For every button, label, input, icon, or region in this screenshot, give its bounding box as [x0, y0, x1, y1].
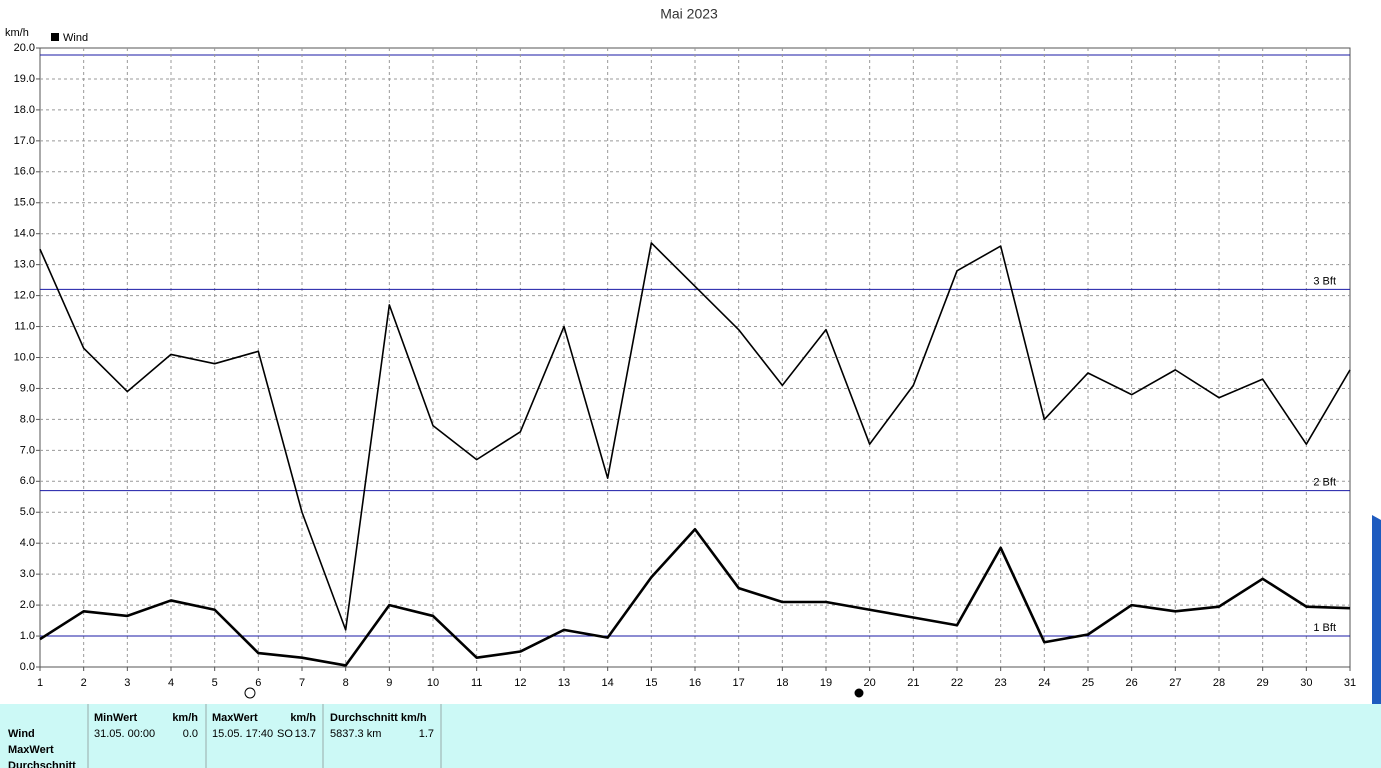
legend-swatch	[51, 33, 59, 41]
y-tick-label: 6.0	[20, 475, 35, 487]
x-tick-label: 18	[776, 677, 788, 689]
x-tick-label: 11	[471, 677, 482, 689]
x-tick-label: 25	[1082, 677, 1094, 689]
reference-label: 2 Bft	[1313, 476, 1336, 488]
table-cell: 15.05. 17:40	[212, 728, 273, 740]
y-tick-label: 7.0	[20, 444, 35, 456]
series-line	[39, 242, 1351, 631]
x-tick-label: 15	[645, 677, 657, 689]
y-tick-label: 17.0	[14, 135, 35, 147]
table-cell: SO	[277, 728, 293, 740]
y-tick-label: 11.0	[14, 320, 35, 332]
y-tick-label: 18.0	[14, 104, 35, 116]
x-tick-label: 16	[689, 677, 701, 689]
column-title: MinWert	[94, 712, 138, 724]
x-tick-label: 30	[1300, 677, 1312, 689]
column-unit: km/h	[172, 712, 198, 724]
y-tick-label: 0.0	[20, 661, 35, 673]
x-tick-label: 26	[1126, 677, 1138, 689]
x-tick-label: 13	[558, 677, 570, 689]
table-cell: 1.7	[419, 728, 434, 740]
x-tick-label: 6	[255, 677, 261, 689]
reference-label: 3 Bft	[1313, 275, 1336, 287]
row-label: Durchschnitt	[8, 760, 76, 768]
x-tick-label: 8	[343, 677, 349, 689]
y-tick-label: 4.0	[20, 537, 35, 549]
y-tick-label: 5.0	[20, 506, 35, 518]
y-tick-label: 2.0	[20, 599, 35, 611]
y-tick-label: 9.0	[20, 382, 35, 394]
y-tick-label: 12.0	[14, 290, 35, 302]
row-label: Wind	[8, 728, 35, 740]
x-tick-label: 22	[951, 677, 963, 689]
row-label: MaxWert	[8, 744, 54, 756]
x-tick-label: 24	[1038, 677, 1050, 689]
x-tick-label: 20	[864, 677, 876, 689]
legend-label: Wind	[63, 32, 88, 44]
y-tick-label: 3.0	[20, 568, 35, 580]
y-axis-label: km/h	[5, 27, 29, 39]
chart-title: Mai 2023	[660, 6, 718, 22]
table-cell: 0.0	[183, 728, 198, 740]
y-tick-label: 8.0	[20, 413, 35, 425]
x-tick-label: 31	[1344, 677, 1356, 689]
x-tick-label: 9	[386, 677, 392, 689]
x-tick-label: 5	[212, 677, 218, 689]
y-tick-label: 14.0	[14, 228, 35, 240]
x-tick-label: 23	[995, 677, 1007, 689]
column-unit: km/h	[290, 712, 316, 724]
table-cell: 31.05. 00:00	[94, 728, 155, 740]
x-tick-label: 12	[514, 677, 526, 689]
y-tick-label: 19.0	[14, 73, 35, 85]
reference-label: 1 Bft	[1313, 622, 1336, 634]
x-tick-label: 3	[124, 677, 130, 689]
x-tick-label: 7	[299, 677, 305, 689]
column-title: Durchschnitt km/h	[330, 712, 427, 724]
y-tick-label: 16.0	[14, 166, 35, 178]
x-tick-label: 19	[820, 677, 832, 689]
x-tick-label: 10	[427, 677, 439, 689]
table-dividers	[87, 704, 442, 768]
series-line	[39, 527, 1351, 667]
new-moon-icon	[854, 688, 864, 698]
x-tick-label: 28	[1213, 677, 1225, 689]
y-tick-label: 1.0	[20, 630, 35, 642]
x-tick-label: 14	[602, 677, 614, 689]
column-title: MaxWert	[212, 712, 258, 724]
y-tick-label: 15.0	[14, 197, 35, 209]
full-moon-icon	[244, 687, 256, 699]
x-tick-label: 27	[1169, 677, 1181, 689]
y-tick-label: 10.0	[14, 351, 35, 363]
stats-table	[0, 704, 1381, 768]
x-tick-label: 1	[37, 677, 43, 689]
table-cell: 5837.3 km	[330, 728, 381, 740]
x-tick-label: 21	[907, 677, 919, 689]
x-tick-label: 17	[733, 677, 745, 689]
table-cell: 13.7	[295, 728, 316, 740]
x-tick-label: 29	[1257, 677, 1269, 689]
x-tick-label: 2	[81, 677, 87, 689]
y-tick-label: 13.0	[14, 259, 35, 271]
x-tick-label: 4	[168, 677, 174, 689]
y-tick-label: 20.0	[14, 42, 35, 54]
